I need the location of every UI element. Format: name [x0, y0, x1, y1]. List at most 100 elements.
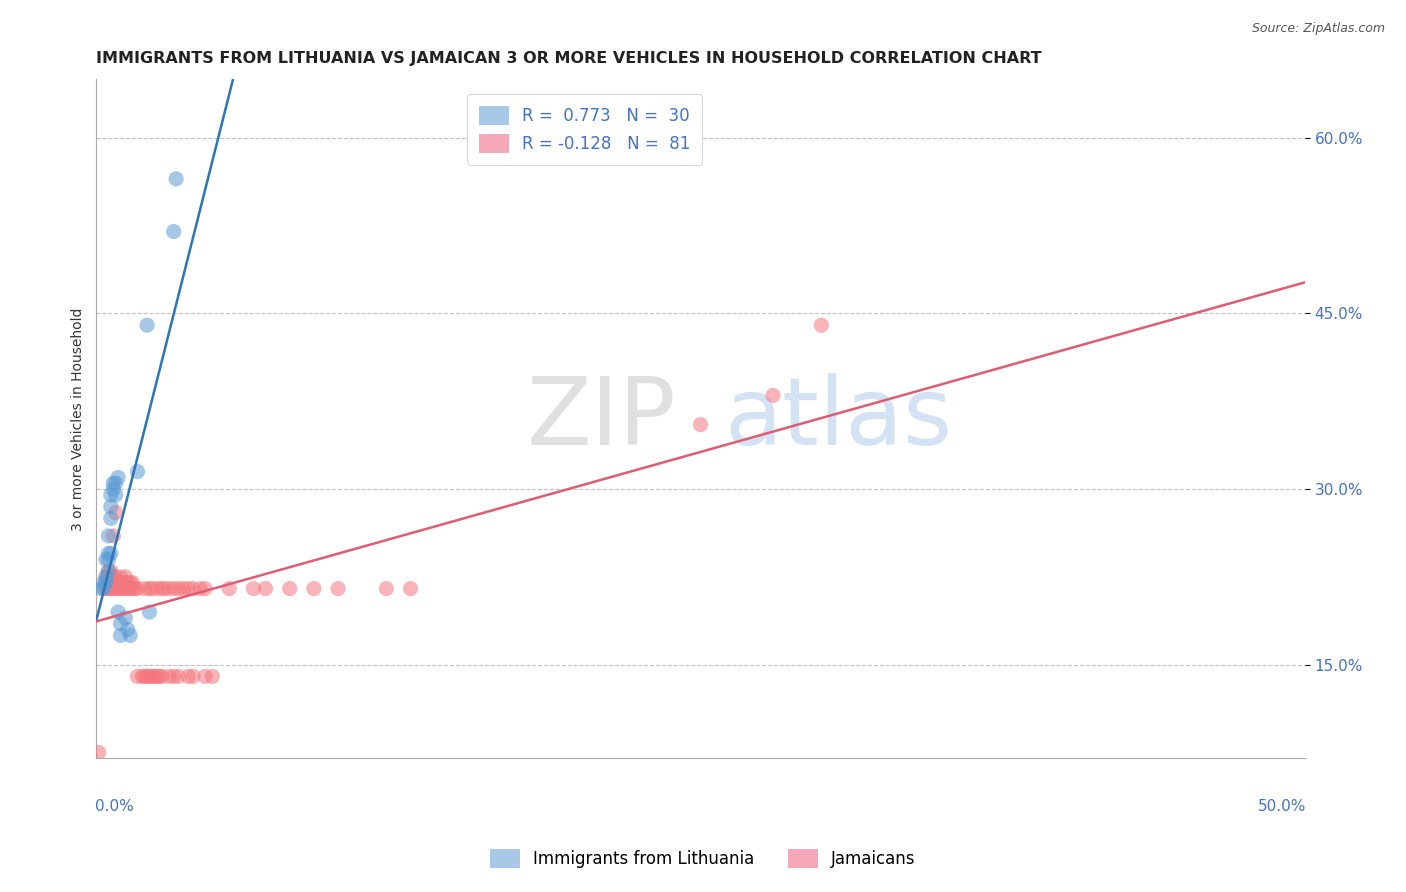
- Point: [167, 582, 190, 596]
- Point: [110, 570, 132, 584]
- Point: [117, 582, 139, 596]
- Text: 50.0%: 50.0%: [1257, 799, 1306, 814]
- Point: [104, 570, 127, 584]
- Point: [100, 546, 122, 560]
- Text: Source: ZipAtlas.com: Source: ZipAtlas.com: [1251, 22, 1385, 36]
- Point: [278, 582, 301, 596]
- Point: [145, 669, 167, 683]
- Point: [138, 582, 160, 596]
- Point: [326, 582, 349, 596]
- Point: [218, 582, 240, 596]
- Point: [100, 488, 122, 502]
- Point: [97, 552, 120, 566]
- Point: [107, 470, 129, 484]
- Point: [141, 582, 163, 596]
- Point: [150, 582, 173, 596]
- Point: [242, 582, 264, 596]
- Point: [94, 552, 117, 566]
- Point: [127, 465, 149, 479]
- Point: [138, 669, 160, 683]
- Point: [103, 476, 125, 491]
- Text: atlas: atlas: [724, 373, 953, 465]
- Point: [107, 575, 129, 590]
- Point: [172, 582, 194, 596]
- Point: [114, 575, 136, 590]
- Point: [124, 582, 146, 596]
- Point: [138, 605, 160, 619]
- Text: IMMIGRANTS FROM LITHUANIA VS JAMAICAN 3 OR MORE VEHICLES IN HOUSEHOLD CORRELATIO: IMMIGRANTS FROM LITHUANIA VS JAMAICAN 3 …: [97, 51, 1042, 66]
- Point: [114, 582, 136, 596]
- Point: [254, 582, 277, 596]
- Point: [103, 575, 125, 590]
- Point: [157, 582, 180, 596]
- Point: [167, 669, 190, 683]
- Point: [157, 669, 180, 683]
- Point: [131, 669, 153, 683]
- Point: [150, 669, 173, 683]
- Point: [145, 582, 167, 596]
- Point: [97, 546, 120, 560]
- Point: [93, 575, 115, 590]
- Point: [163, 669, 186, 683]
- Point: [121, 575, 143, 590]
- Point: [103, 582, 125, 596]
- Point: [103, 482, 125, 496]
- Point: [110, 628, 132, 642]
- Point: [762, 388, 785, 402]
- Point: [121, 582, 143, 596]
- Point: [103, 570, 125, 584]
- Point: [100, 511, 122, 525]
- Point: [104, 476, 127, 491]
- Point: [181, 669, 204, 683]
- Point: [153, 582, 176, 596]
- Point: [110, 575, 132, 590]
- Point: [94, 570, 117, 584]
- Point: [93, 582, 115, 596]
- Point: [97, 564, 120, 578]
- Point: [194, 669, 217, 683]
- Point: [103, 529, 125, 543]
- Point: [134, 669, 156, 683]
- Point: [97, 575, 120, 590]
- Point: [94, 582, 117, 596]
- Y-axis label: 3 or more Vehicles in Household: 3 or more Vehicles in Household: [72, 307, 86, 531]
- Point: [97, 529, 120, 543]
- Point: [100, 575, 122, 590]
- Point: [94, 570, 117, 584]
- Point: [194, 582, 217, 596]
- Legend: R =  0.773   N =  30, R = -0.128   N =  81: R = 0.773 N = 30, R = -0.128 N = 81: [467, 95, 702, 165]
- Point: [177, 582, 200, 596]
- Point: [148, 669, 170, 683]
- Point: [104, 582, 127, 596]
- Point: [100, 570, 122, 584]
- Point: [94, 575, 117, 590]
- Text: 0.0%: 0.0%: [96, 799, 134, 814]
- Point: [120, 628, 142, 642]
- Point: [100, 500, 122, 514]
- Point: [104, 488, 127, 502]
- Point: [100, 564, 122, 578]
- Point: [302, 582, 325, 596]
- Point: [104, 575, 127, 590]
- Point: [163, 225, 186, 239]
- Point: [110, 582, 132, 596]
- Point: [120, 575, 142, 590]
- Point: [120, 582, 142, 596]
- Point: [111, 575, 134, 590]
- Legend: Immigrants from Lithuania, Jamaicans: Immigrants from Lithuania, Jamaicans: [484, 842, 922, 875]
- Point: [177, 669, 200, 683]
- Point: [117, 623, 139, 637]
- Point: [810, 318, 832, 333]
- Point: [163, 582, 186, 596]
- Point: [90, 582, 112, 596]
- Point: [127, 669, 149, 683]
- Point: [136, 318, 159, 333]
- Point: [110, 616, 132, 631]
- Point: [136, 669, 159, 683]
- Point: [201, 669, 224, 683]
- Point: [143, 669, 166, 683]
- Point: [165, 172, 187, 186]
- Point: [97, 564, 120, 578]
- Point: [114, 611, 136, 625]
- Point: [117, 575, 139, 590]
